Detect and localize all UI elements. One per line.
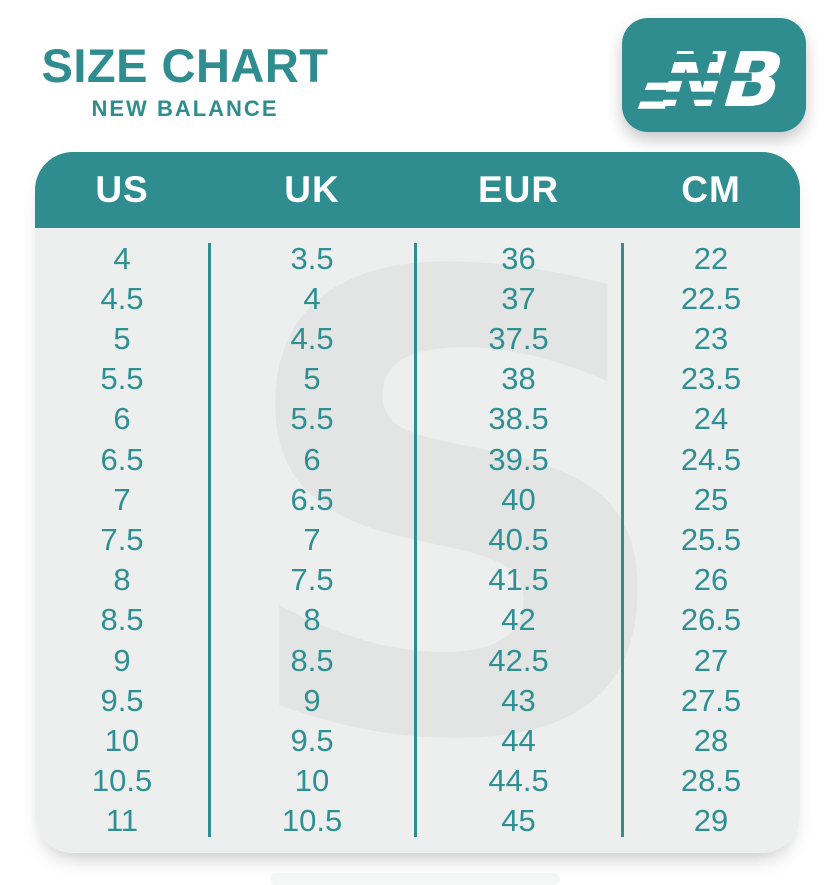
size-value-cell: 10 [294,763,330,799]
size-value-cell: 38.5 [488,401,549,437]
page-title: SIZE CHART [41,39,329,92]
size-value-cell: 23.5 [680,361,742,397]
page-subtitle: NEW BALANCE [91,96,279,121]
size-value-cell: 7 [303,522,321,558]
size-value-cell: 5.5 [290,401,334,437]
size-value-cell: 42 [501,602,536,638]
size-value-cell: 9.5 [100,682,144,718]
size-value-cell: 6 [113,401,131,437]
size-value-cell: 8.5 [290,642,334,678]
size-value-cell: 11 [105,803,139,839]
column-divider-3 [621,243,625,837]
brand-logo-box: NB [622,18,806,132]
size-value-cell: 3.5 [290,240,334,276]
size-value-cell: 8.5 [100,602,144,638]
column-header-uk: UK [284,169,340,210]
size-value-cell: 37.5 [488,321,549,356]
size-value-cell: 28 [693,723,729,759]
table-header-row: US UK EUR CM [35,152,800,228]
size-value-cell: 25 [693,481,729,517]
size-value-cell: 10.5 [281,803,343,839]
size-value-cell: 7 [113,481,131,517]
size-value-cell: 4 [303,280,321,316]
size-value-cell: 44.5 [488,763,549,799]
size-value-cell: 5 [113,321,131,356]
title-block: SIZE CHART NEW BALANCE [35,42,335,122]
size-value-cell: 9.5 [290,723,334,759]
column-us: 4 4.5 5 5.5 6 6.5 7 7.5 8 8.5 9 9.5 10 10.5 11 [35,228,209,853]
new-balance-nb-logo-icon: NB [635,37,793,122]
bottom-watermark [270,873,560,885]
size-value-cell: 39.5 [488,441,549,477]
column-eur: 36 37 37.5 38 38.5 39.5 40 40.5 41.5 42 42.5 43 44 44… [415,228,622,853]
size-value-cell: 41.5 [488,562,549,598]
column-header-us: US [95,169,149,210]
size-value-cell: 27 [693,642,729,678]
size-value-cell: 22 [693,240,729,276]
size-value-cell: 22.5 [680,280,742,316]
size-value-cell: 9 [113,642,131,678]
size-chart-table: US UK EUR CM S 4 4.5 5 5.5 6 6.5 7 7.5 8 8.5 9 9.5 1… [35,152,800,853]
size-value-cell: 7.5 [290,562,334,598]
column-divider-1 [208,243,212,837]
size-value-cell: 28.5 [680,763,742,799]
size-value-cell: 9 [303,682,321,718]
size-value-cell: 10.5 [91,763,153,799]
size-value-cell: 6 [303,441,321,477]
size-value-cell: 37 [501,280,536,316]
size-value-cell: 5.5 [100,361,144,397]
size-value-cell: 25.5 [680,522,742,558]
size-value-cell: 6.5 [290,481,334,517]
column-divider-2 [414,243,418,837]
size-value-cell: 10 [104,723,140,759]
size-value-cell: 24 [693,401,729,437]
size-value-cell: 44 [501,723,536,759]
size-value-cell: 38 [501,361,536,397]
size-value-cell: 40 [501,481,536,517]
size-value-cell: 24.5 [680,441,742,477]
column-uk: 3.5 4 4.5 5 5.5 6 6.5 7 7.5 8 8.5 9 9.5 10 10.5 [209,228,415,853]
size-value-cell: 4 [113,240,131,276]
size-value-cell: 5 [303,361,321,397]
column-header-eur: EUR [477,169,560,210]
column-cm: 22 22.5 23 23.5 24 24.5 25 25.5 26 26.5 27 27.5 28 28… [622,228,800,853]
size-value-cell: 8 [113,562,131,598]
size-value-cell: 43 [501,682,536,718]
size-value-cell: 26.5 [680,602,742,638]
size-value-cell: 40.5 [488,522,549,558]
size-value-cell: 8 [303,602,321,638]
size-value-cell: 4.5 [100,280,144,316]
table-body: S 4 4.5 5 5.5 6 6.5 7 7.5 8 8.5 9 9.5 10 10.5 11 3.5 4 4… [35,196,800,853]
size-value-cell: 29 [693,803,729,839]
size-value-cell: 23 [693,321,729,356]
column-header-cm: CM [681,169,741,210]
size-value-cell: 26 [693,562,729,598]
size-value-cell: 42.5 [488,642,549,678]
size-value-cell: 27.5 [680,682,742,718]
size-value-cell: 36 [501,240,536,276]
size-value-cell: 45 [501,803,536,839]
size-value-cell: 4.5 [290,321,334,356]
size-value-cell: 6.5 [100,441,144,477]
size-value-cell: 7.5 [100,522,144,558]
